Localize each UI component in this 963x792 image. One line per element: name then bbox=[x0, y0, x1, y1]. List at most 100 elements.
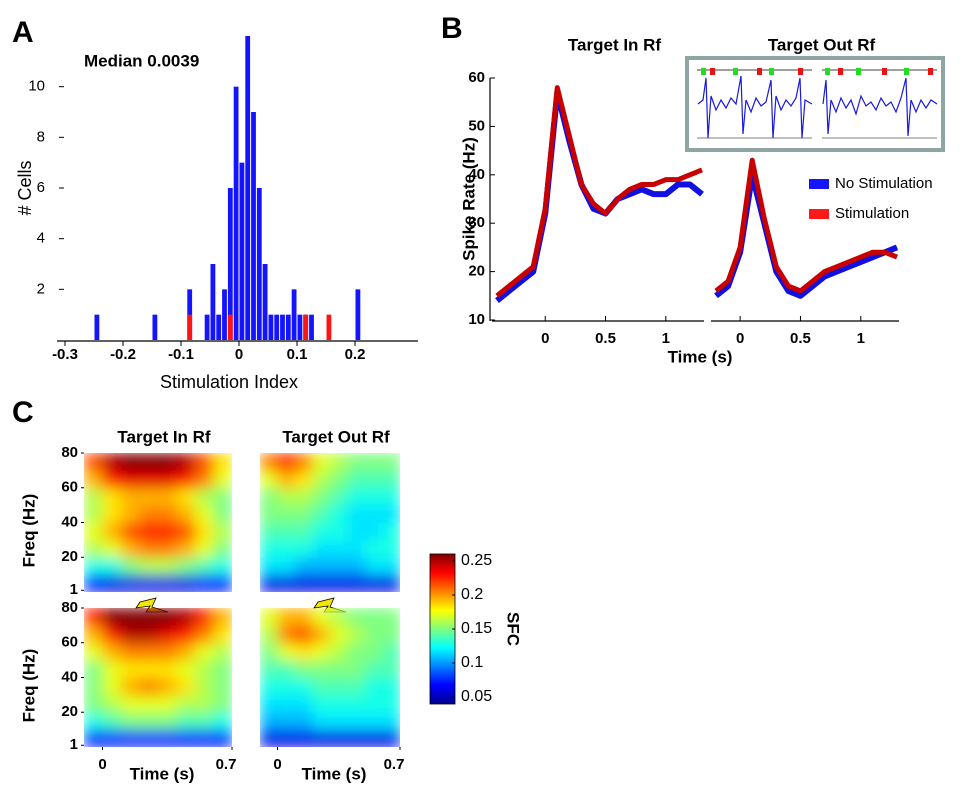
heat-cell bbox=[312, 677, 331, 696]
heatmap bbox=[260, 608, 400, 747]
heat-cell bbox=[295, 453, 313, 471]
y-axis-label: Freq (Hz) bbox=[19, 494, 38, 568]
heat-cell bbox=[213, 470, 232, 489]
heat-cell bbox=[213, 694, 232, 713]
heat-cell bbox=[295, 522, 313, 541]
heat-cell bbox=[312, 729, 331, 747]
heat-cell bbox=[330, 470, 348, 489]
heat-cell bbox=[195, 642, 214, 661]
bar bbox=[274, 314, 280, 340]
heat-cell bbox=[121, 712, 140, 731]
colorbar-tick-label: 0.05 bbox=[461, 688, 492, 705]
heat-cell bbox=[195, 574, 214, 592]
heat-cell bbox=[330, 677, 348, 696]
heat-cell bbox=[382, 453, 400, 471]
heat-cell bbox=[195, 539, 214, 558]
subplot-title: Target Out Rf bbox=[768, 35, 876, 54]
heat-cell bbox=[347, 694, 366, 713]
x-tick-label: 0.7 bbox=[384, 756, 405, 773]
heat-cell bbox=[102, 729, 122, 747]
y-tick-label: 2 bbox=[37, 280, 45, 297]
heat-cell bbox=[139, 574, 159, 592]
subplot-title: Target In Rf bbox=[117, 427, 211, 446]
heat-cell bbox=[139, 625, 159, 644]
heat-cell bbox=[84, 539, 103, 558]
subplot-title: Target Out Rf bbox=[282, 427, 390, 446]
heat-cell bbox=[158, 505, 177, 523]
heat-cell bbox=[102, 712, 122, 731]
heat-cell bbox=[84, 712, 103, 731]
heat-cell bbox=[158, 677, 177, 696]
heat-cell bbox=[158, 522, 177, 541]
heat-cell bbox=[260, 642, 278, 661]
heat-cell bbox=[195, 470, 214, 489]
heat-cell bbox=[121, 470, 140, 489]
heat-cell bbox=[195, 625, 214, 644]
heat-cell bbox=[260, 660, 278, 678]
y-tick-label: 50 bbox=[468, 117, 485, 134]
heat-cell bbox=[158, 625, 177, 644]
bar bbox=[239, 162, 245, 340]
heat-cell bbox=[277, 729, 296, 747]
heat-cell bbox=[121, 694, 140, 713]
heat-cell bbox=[277, 694, 296, 713]
heat-cell bbox=[347, 574, 366, 592]
heat-cell bbox=[102, 557, 122, 576]
heat-cell bbox=[195, 677, 214, 696]
heat-cell bbox=[277, 574, 296, 592]
heatmap-cells bbox=[260, 608, 400, 747]
heat-cell bbox=[139, 453, 159, 471]
heat-cell bbox=[158, 729, 177, 747]
heat-cell bbox=[347, 453, 366, 471]
heat-cell bbox=[365, 642, 383, 661]
heat-cell bbox=[330, 557, 348, 576]
heat-cell bbox=[260, 677, 278, 696]
heat-cell bbox=[295, 625, 313, 644]
heat-cell bbox=[158, 539, 177, 558]
heat-cell bbox=[84, 470, 103, 489]
heat-cell bbox=[382, 487, 400, 506]
heat-cell bbox=[213, 574, 232, 592]
heat-cell bbox=[260, 453, 278, 471]
heat-cell bbox=[295, 729, 313, 747]
heat-cell bbox=[295, 677, 313, 696]
heat-cell bbox=[213, 608, 232, 626]
heat-cell bbox=[365, 574, 383, 592]
heat-cell bbox=[365, 625, 383, 644]
series-line bbox=[495, 85, 703, 298]
heat-cell bbox=[365, 660, 383, 678]
heat-cell bbox=[277, 642, 296, 661]
heat-cell bbox=[176, 608, 196, 626]
bar bbox=[152, 314, 158, 340]
x-axis-label: Stimulation Index bbox=[160, 372, 298, 392]
heat-cell bbox=[260, 522, 278, 541]
heat-cell bbox=[347, 470, 366, 489]
y-tick-label: 4 bbox=[37, 230, 45, 247]
heat-cell bbox=[176, 625, 196, 644]
heat-cell bbox=[365, 539, 383, 558]
heat-cell bbox=[176, 712, 196, 731]
heat-cell bbox=[260, 712, 278, 731]
heat-cell bbox=[139, 729, 159, 747]
heat-cell bbox=[139, 505, 159, 523]
bar bbox=[303, 314, 309, 340]
heat-cell bbox=[277, 557, 296, 576]
heat-cell bbox=[365, 453, 383, 471]
heat-cell bbox=[84, 505, 103, 523]
heat-cell bbox=[176, 505, 196, 523]
x-tick-label: 0.1 bbox=[287, 346, 308, 363]
x-tick-label: 0 bbox=[273, 756, 281, 773]
heat-cell bbox=[176, 470, 196, 489]
heat-cell bbox=[158, 487, 177, 506]
heat-cell bbox=[347, 642, 366, 661]
y-tick-label: 6 bbox=[37, 179, 45, 196]
heat-cell bbox=[277, 470, 296, 489]
heat-cell bbox=[347, 487, 366, 506]
heat-cell bbox=[330, 608, 348, 626]
heat-cell bbox=[121, 625, 140, 644]
heat-cell bbox=[295, 539, 313, 558]
heat-cell bbox=[312, 453, 331, 471]
heat-cell bbox=[139, 608, 159, 626]
heat-cell bbox=[176, 522, 196, 541]
heat-cell bbox=[382, 729, 400, 747]
